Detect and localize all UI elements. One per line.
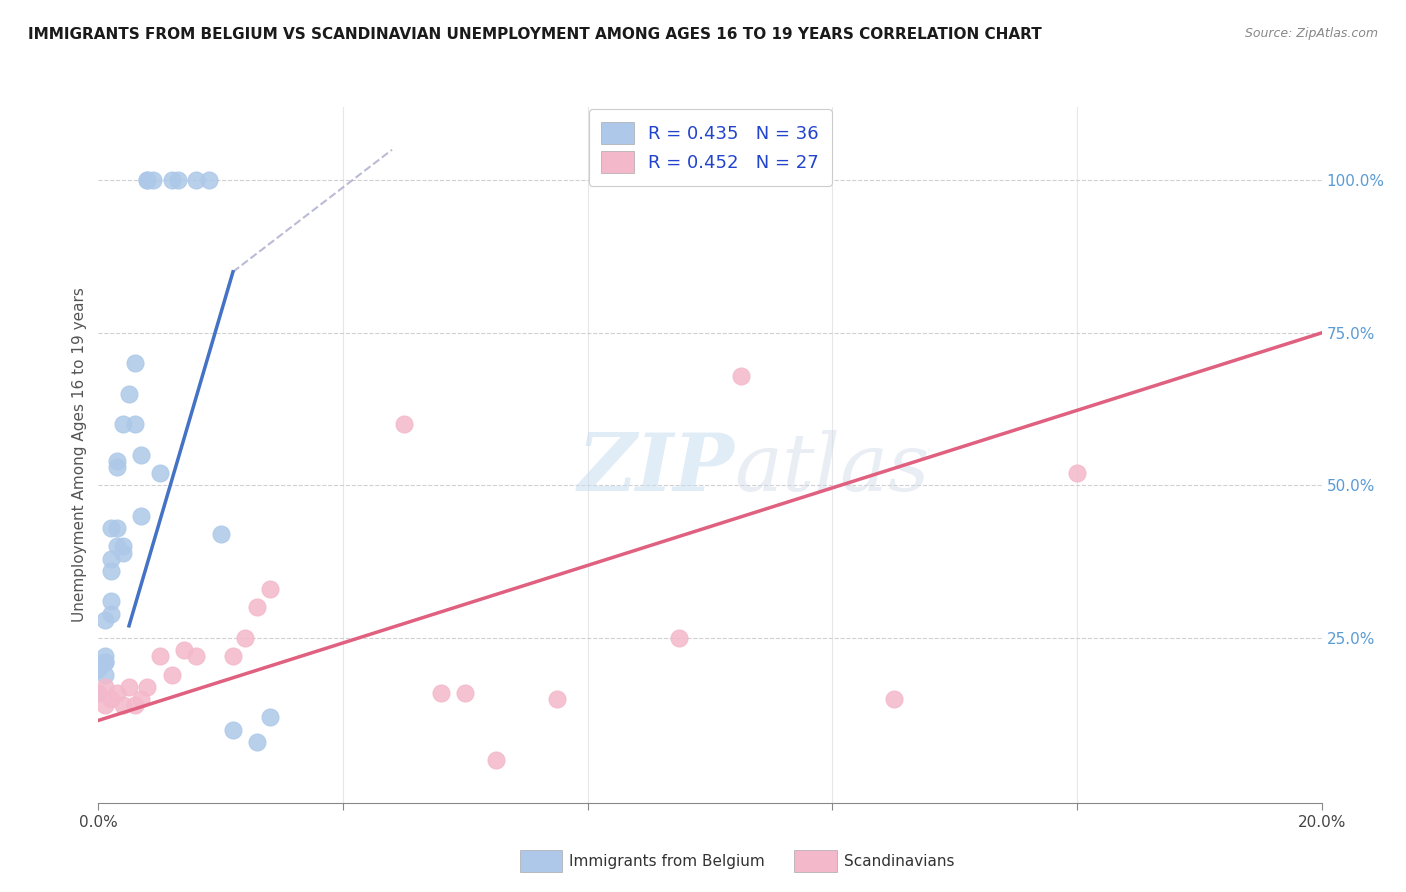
Point	[186, 649, 208, 664]
Point	[668, 631, 690, 645]
Point	[129, 508, 152, 523]
Point	[111, 540, 134, 554]
Point	[93, 698, 115, 713]
Point	[111, 417, 134, 432]
Point	[222, 649, 245, 664]
Point	[160, 173, 183, 187]
Text: Immigrants from Belgium: Immigrants from Belgium	[569, 855, 765, 869]
Point	[246, 600, 269, 615]
Point	[186, 173, 208, 187]
Text: Scandinavians: Scandinavians	[844, 855, 955, 869]
Text: atlas: atlas	[734, 430, 929, 508]
Point	[100, 594, 122, 608]
Point	[233, 631, 256, 645]
Point	[209, 527, 232, 541]
Text: IMMIGRANTS FROM BELGIUM VS SCANDINAVIAN UNEMPLOYMENT AMONG AGES 16 TO 19 YEARS C: IMMIGRANTS FROM BELGIUM VS SCANDINAVIAN …	[28, 27, 1042, 42]
Point	[149, 649, 172, 664]
Point	[124, 417, 146, 432]
Point	[454, 686, 477, 700]
Point	[197, 173, 219, 187]
Legend: R = 0.435   N = 36, R = 0.452   N = 27: R = 0.435 N = 36, R = 0.452 N = 27	[589, 109, 831, 186]
Point	[392, 417, 416, 432]
Point	[87, 661, 110, 675]
Point	[87, 686, 110, 700]
Point	[430, 686, 453, 700]
Point	[100, 692, 122, 706]
Point	[93, 649, 115, 664]
Point	[93, 656, 115, 670]
Point	[142, 173, 165, 187]
Point	[93, 680, 115, 694]
Point	[93, 656, 115, 670]
Point	[546, 692, 568, 706]
Text: Source: ZipAtlas.com: Source: ZipAtlas.com	[1244, 27, 1378, 40]
Point	[222, 723, 245, 737]
Point	[129, 692, 152, 706]
Point	[173, 643, 195, 657]
Point	[730, 368, 752, 383]
Point	[111, 698, 134, 713]
Point	[100, 551, 122, 566]
Point	[93, 667, 115, 681]
Y-axis label: Unemployment Among Ages 16 to 19 years: Unemployment Among Ages 16 to 19 years	[72, 287, 87, 623]
Point	[100, 564, 122, 578]
Point	[105, 454, 128, 468]
Point	[129, 448, 152, 462]
Point	[105, 521, 128, 535]
Point	[136, 173, 159, 187]
Point	[149, 467, 172, 481]
Point	[160, 667, 183, 681]
Point	[485, 753, 508, 767]
Point	[124, 356, 146, 370]
Point	[87, 686, 110, 700]
Point	[105, 686, 128, 700]
Point	[105, 460, 128, 475]
Point	[259, 582, 281, 597]
Point	[1066, 467, 1088, 481]
Point	[259, 710, 281, 724]
Point	[246, 735, 269, 749]
Point	[93, 613, 115, 627]
Point	[167, 173, 190, 187]
Text: ZIP: ZIP	[578, 430, 734, 508]
Point	[124, 698, 146, 713]
Point	[100, 521, 122, 535]
Point	[136, 173, 159, 187]
Point	[105, 540, 128, 554]
Point	[100, 607, 122, 621]
Point	[111, 545, 134, 559]
Point	[118, 680, 141, 694]
Point	[883, 692, 905, 706]
Point	[118, 387, 141, 401]
Point	[136, 680, 159, 694]
